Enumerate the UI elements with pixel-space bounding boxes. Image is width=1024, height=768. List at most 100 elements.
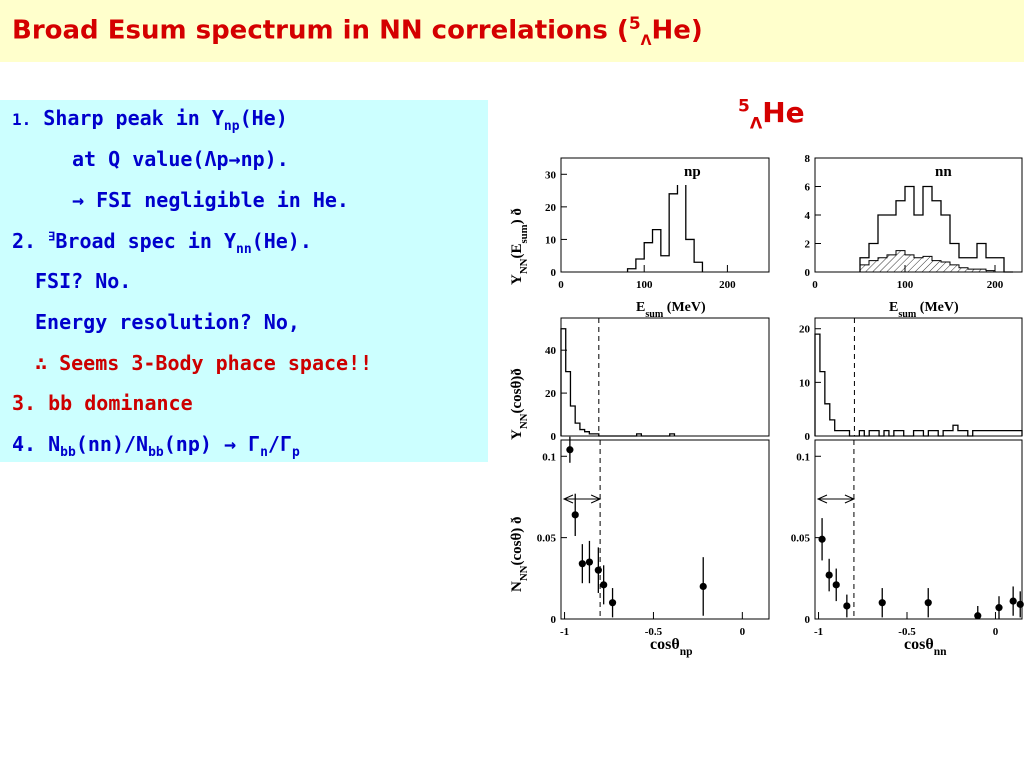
point-2-text: Broad spec in Y [55,229,236,253]
cos-nn-norm-data-point [832,581,840,589]
cos-nn-norm-data-point [1009,597,1017,605]
esum-nn-ytick-label: 6 [805,182,811,194]
cos-np-counts-ytick-label: 40 [545,345,557,357]
esum-np-corner-label: np [684,164,701,180]
cos-np-norm-data-point [594,566,602,574]
esum-np-xtick-label: 0 [558,279,564,291]
esum-nn-ytick-label: 4 [805,210,811,222]
cos-nn-norm-data-point [825,571,833,579]
cos-np-norm-xtick-label: -0.5 [645,626,663,638]
cos-nn-norm-data-point [995,604,1003,612]
hypernucleus-sup: 5 [738,96,750,117]
cos-nn-norm-frame [814,439,1023,620]
point-4-sub4: p [291,445,300,460]
esum-nn-ytick-label: 2 [805,239,811,251]
point-4-sub3: n [260,445,268,460]
esum-nn-xtick-label: 100 [897,279,914,291]
point-4-d: /Γ [267,432,292,456]
cos-np-norm-data-point [585,558,594,566]
point-2-tail: (He). [251,229,312,253]
cos-np-norm-data-point [566,446,574,454]
cos-np-norm-xtick-label: 0 [740,626,746,638]
hypernucleus-base: He [762,96,805,129]
cos-norm-ylabel: NNN(cosθ) ð [509,516,530,592]
esum-np-label-box [594,159,712,185]
hypernucleus-sub: Λ [749,113,763,133]
point-2a: FSI? No. [35,269,132,293]
cos-nn-norm-data-point [1016,600,1024,608]
point-4: 4. Nbb(nn)/Nbb(np) → Γn/Γp [12,432,300,460]
esum-np-ytick-label: 30 [545,169,557,181]
esum-nn-xlabel: Esum (MeV) [889,300,959,320]
cos-np-counts-histogram [560,328,676,437]
title-sup: 5 [628,14,641,34]
point-1-sub: np [223,119,240,134]
point-2b: Energy resolution? No, [35,310,300,334]
point-1: 1. Sharp peak in Ynp(He) [12,106,288,134]
point-2-sub: nn [236,242,252,257]
cos-np-norm-ytick-label: 0.05 [537,533,557,545]
esum-np-xlabel: Esum (MeV) [636,300,706,320]
cos-nn-counts-ytick-label: 0 [805,431,811,443]
esum-np-ytick-label: 20 [545,202,557,214]
point-4-sub1: bb [60,445,76,460]
point-2-num: 2. [12,229,37,253]
cos-np-norm-ytick-label: 0 [551,614,557,626]
cos-np-norm-ytick-label: 0.1 [542,451,556,463]
cos-nn-counts-ytick-label: 20 [799,324,811,336]
point-2-mark: ∃ [48,229,56,244]
point-1-num: 1. [12,110,32,129]
point-3: 3. bb dominance [12,391,193,415]
point-1b: at Q value(Λp→np). [72,147,289,171]
esum-np-xtick-label: 100 [636,279,653,291]
cos-nn-norm-xlabel: cosθnn [904,636,947,658]
text-box: 1. Sharp peak in Ynp(He) at Q value(Λp→n… [0,100,488,462]
esum-nn-label-box [848,159,966,185]
point-2: 2. ∃Broad spec in Ynn(He). [12,229,312,257]
esum-np-ytick-label: 10 [545,234,557,246]
esum-np-frame [560,157,770,273]
esum-nn-corner-label: nn [935,164,952,180]
point-4-b: (nn)/N [75,432,149,456]
point-2c: ∴ Seems 3-Body phace space!! [35,351,373,375]
cos-nn-norm-data-point [878,599,886,607]
point-4-c: (np) → Γ [163,432,261,456]
cos-np-norm-data-point [578,560,586,568]
title-sub: Λ [640,32,652,49]
esum-nn-xtick-label: 0 [812,279,818,291]
esum-np-ytick-label: 0 [551,267,557,279]
cos-nn-norm-ytick-label: 0.1 [796,451,810,463]
esum-nn-ytick-label: 8 [805,153,811,165]
cos-np-norm-arrowhead-left [562,494,574,504]
esum-nn-hatched-histogram [859,250,1013,273]
cos-nn-norm-data-point [843,602,851,610]
cos-np-counts-ytick-label: 20 [545,388,557,400]
esum-nn-ytick-label: 0 [805,267,811,279]
cos-nn-norm-ytick-label: 0.05 [791,533,811,545]
cos-nn-counts-frame [814,317,1023,437]
hypernucleus-label: 5ΛHe [738,96,805,133]
cos-nn-norm-xtick-label: 0 [993,626,999,638]
point-1c: → FSI negligible in He. [72,188,349,212]
cos-np-norm-frame [560,439,770,620]
cos-nn-counts-histogram [814,333,1023,437]
cos-nn-counts-ytick-label: 10 [799,377,811,389]
cos-np-counts-frame [560,317,770,437]
esum-np-xtick-label: 200 [719,279,736,291]
cos-np-norm-arrowhead-right [590,494,602,504]
title-tail: He) [651,15,703,46]
cos-nn-norm-xtick-label: -1 [814,626,823,638]
cos-np-norm-xtick-label: -1 [560,626,569,638]
cos-np-norm-data-point [608,599,617,607]
slide-title: Broad Esum spectrum in NN correlations (… [12,14,703,49]
cos-np-norm-data-point [699,582,707,591]
cos-np-norm-xlabel: cosθnp [650,636,693,658]
esum-np-histogram [626,180,704,272]
cos-counts-ylabel: YNN(cosθ)ð [509,368,530,440]
title-main: Broad Esum spectrum in NN correlations ( [12,15,629,46]
cos-nn-norm-data-point [924,599,932,607]
cos-np-norm-data-point [571,511,579,519]
esum-nn-histogram [859,185,1013,273]
cos-nn-norm-data-point [818,535,826,543]
